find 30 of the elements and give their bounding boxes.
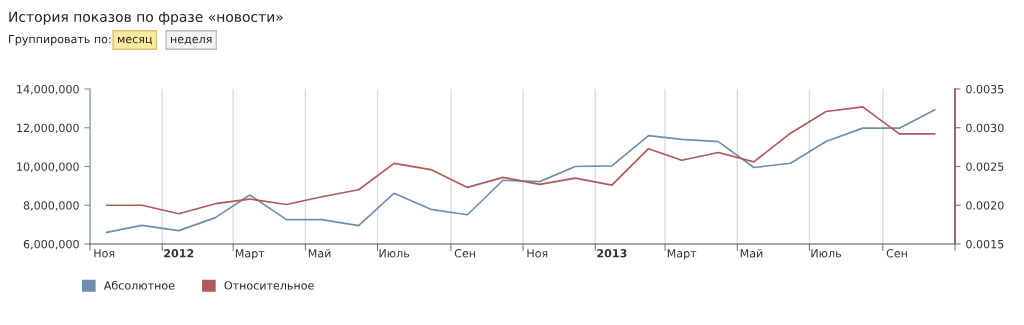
y2-tick-label: 0.0035 [966,84,1004,94]
x-tick-label: 2012 [164,249,194,258]
x-tick-label: Сен [454,249,476,258]
y2-tick-label: 0.0015 [966,239,1004,249]
x-tick-label: Ноя [527,249,548,258]
x-tick-label: Сен [886,249,907,258]
y-tick-label: 12,000,000 [17,123,79,134]
y2-tick-label: 0.0025 [966,162,1004,171]
y2-tick-label: 0.0020 [966,201,1004,210]
legend-label: Относительное [224,281,314,290]
y-tick-label: 14,000,000 [17,84,79,95]
line-series [105,105,936,215]
x-tick-label: Март [667,249,697,260]
x-tick-label: Ноя [94,249,115,258]
chart-title: История показов по фразе «новости» [9,11,283,25]
x-tick-label: Июль [811,249,842,258]
y2-tick-label: 0.0030 [966,123,1004,133]
x-tick-label: Май [308,248,331,258]
text: Группировать по: [9,34,111,46]
text: месяц [118,36,153,45]
x-tick-label: 2013 [597,249,627,258]
x-tick-label: Июль [379,249,410,258]
y-tick-label: 6,000,000 [23,239,79,250]
x-tick-label: Март [235,249,265,260]
line-series [105,108,936,234]
x-tick-label: Май [740,248,763,258]
y-tick-label: 8,000,000 [23,201,79,211]
legend-label: Абсолютное [103,280,175,290]
y-tick-label: 10,000,000 [17,162,79,173]
text: неделя [171,36,212,45]
